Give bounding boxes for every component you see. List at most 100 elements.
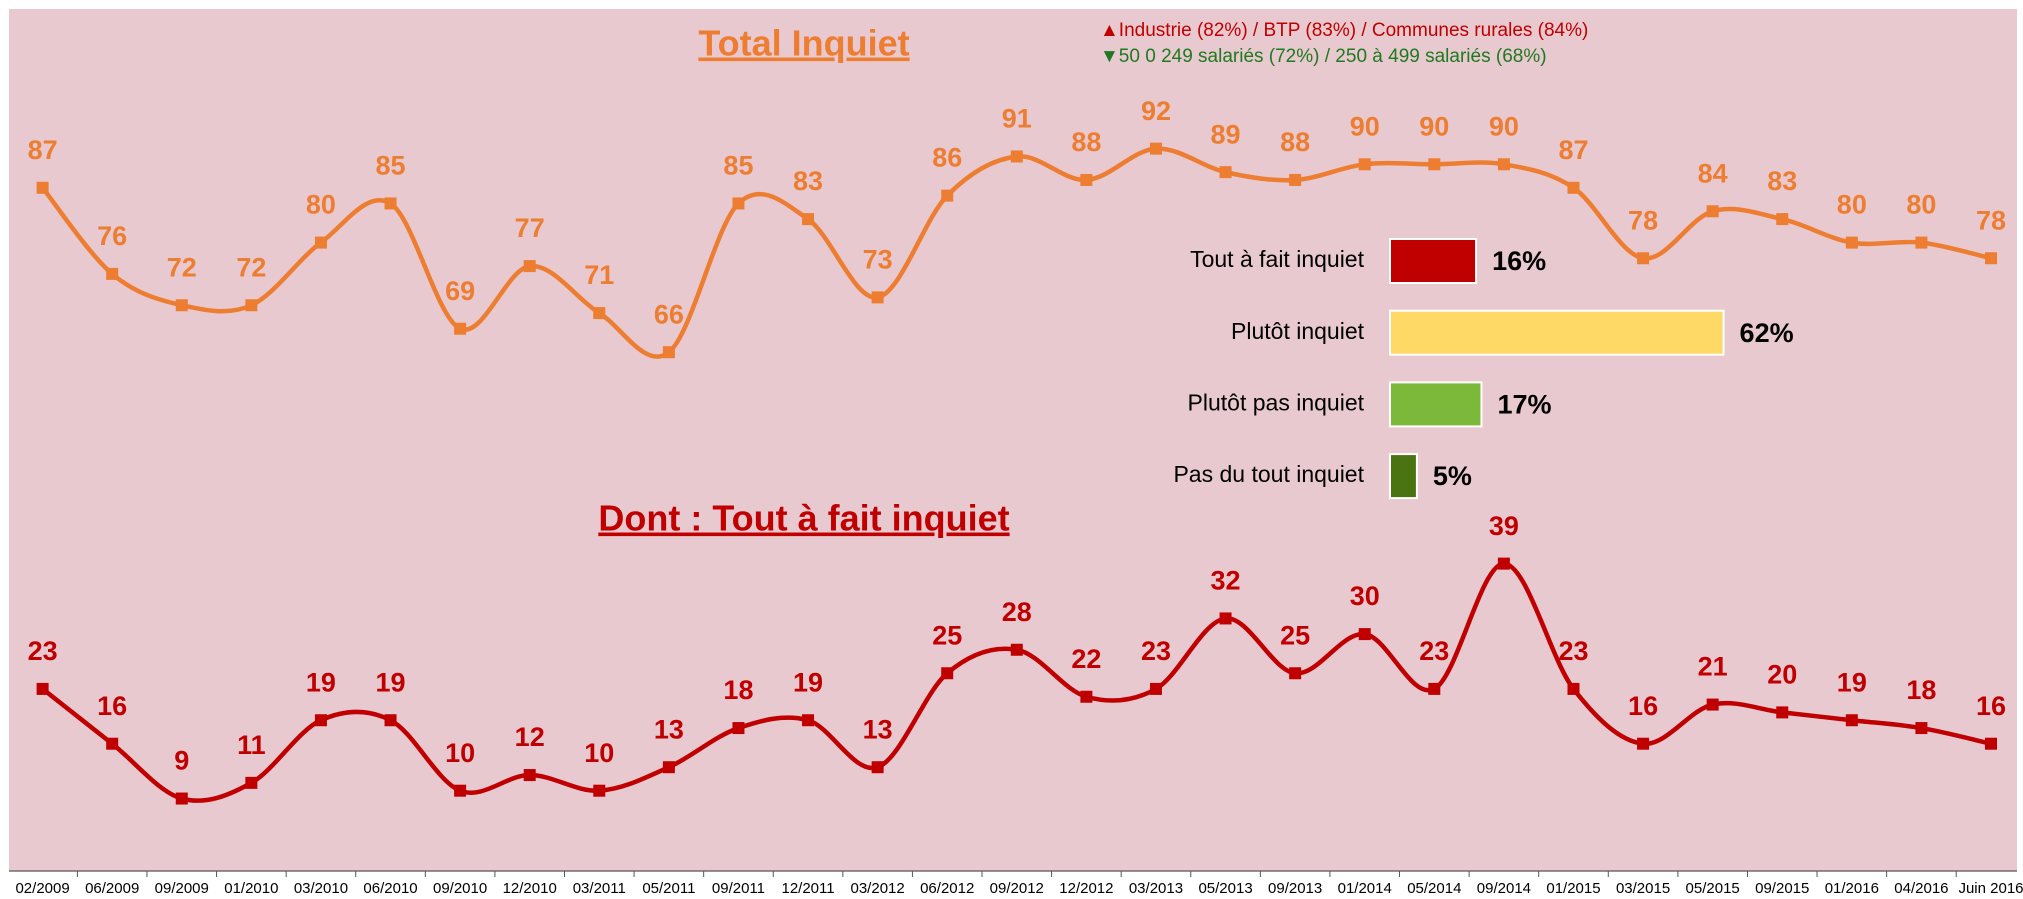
annotation: ▼50 0 249 salariés (72%) / 250 à 499 sal… [1100, 46, 1547, 67]
data-label: 22 [1071, 644, 1101, 674]
marker [732, 197, 745, 210]
x-tick-label: 01/2010 [224, 880, 278, 897]
marker [314, 236, 327, 249]
data-label: 23 [28, 636, 58, 666]
data-label: 66 [654, 299, 684, 329]
marker [1358, 628, 1371, 641]
marker [36, 181, 49, 194]
data-label: 88 [1280, 127, 1310, 157]
data-label: 90 [1489, 111, 1519, 141]
x-tick-label: 09/2009 [155, 880, 209, 897]
marker [1149, 142, 1162, 155]
data-label: 87 [28, 135, 58, 165]
x-tick-label: 03/2012 [851, 880, 905, 897]
marker [1497, 557, 1510, 570]
x-tick-label: 12/2010 [503, 880, 557, 897]
marker [175, 299, 188, 312]
marker [1080, 173, 1093, 186]
x-tick-label: 01/2016 [1825, 880, 1879, 897]
x-tick-label: 04/2016 [1894, 880, 1948, 897]
marker [1080, 690, 1093, 703]
x-tick-label: 09/2012 [990, 880, 1044, 897]
marker [1845, 236, 1858, 249]
data-label: 18 [723, 675, 753, 705]
data-label: 32 [1211, 566, 1241, 596]
marker [802, 714, 815, 727]
data-label: 69 [445, 276, 475, 306]
data-label: 25 [932, 620, 962, 650]
x-tick-label: 09/2013 [1268, 880, 1322, 897]
marker [1985, 737, 1997, 750]
bar [1389, 309, 1725, 356]
data-label: 77 [515, 213, 545, 243]
data-label: 5% [1433, 461, 1472, 491]
marker [1497, 158, 1510, 171]
data-label: 25 [1280, 620, 1310, 650]
marker [1289, 667, 1302, 680]
marker [245, 776, 258, 789]
x-tick-label: 03/2010 [294, 880, 348, 897]
marker [1149, 682, 1162, 695]
x-tick-label: 03/2015 [1616, 880, 1670, 897]
x-tick-label: 05/2015 [1686, 880, 1740, 897]
marker [941, 189, 954, 202]
data-label: 90 [1350, 111, 1380, 141]
marker [1706, 205, 1719, 218]
marker [662, 346, 675, 359]
x-tick-label: 01/2014 [1338, 880, 1392, 897]
marker [384, 714, 397, 727]
data-label: 88 [1071, 127, 1101, 157]
data-label: 71 [584, 260, 614, 290]
marker [1010, 643, 1023, 656]
panel-title: Dont : Tout à fait inquiet [598, 498, 1009, 539]
x-tick-label: 03/2013 [1129, 880, 1183, 897]
data-label: 85 [723, 151, 753, 181]
data-label: 9 [174, 746, 189, 776]
marker [1567, 181, 1580, 194]
marker [1010, 150, 1023, 163]
data-label: 19 [793, 667, 823, 697]
marker [175, 792, 188, 805]
marker [1706, 698, 1719, 711]
x-tick-label: 09/2011 [712, 880, 765, 897]
data-label: 16 [1976, 691, 2006, 721]
bar [1389, 238, 1478, 284]
panel-title: Total Inquiet [698, 23, 909, 64]
data-label: 83 [793, 166, 823, 196]
x-tick-label: 05/2013 [1198, 880, 1252, 897]
marker [1637, 252, 1650, 265]
marker [871, 761, 884, 774]
marker [1428, 682, 1441, 695]
marker [106, 267, 119, 280]
data-label: 23 [1419, 636, 1449, 666]
marker [1985, 252, 1997, 265]
data-label: 86 [932, 143, 962, 173]
bar [1389, 453, 1418, 500]
marker [1845, 714, 1858, 727]
marker [523, 769, 536, 782]
plot-background [9, 9, 2017, 871]
marker [1776, 213, 1789, 226]
marker [1567, 682, 1580, 695]
data-label: 80 [1837, 190, 1867, 220]
data-label: 39 [1489, 511, 1519, 541]
data-label: 20 [1767, 660, 1797, 690]
data-label: 19 [1837, 667, 1867, 697]
data-label: 13 [863, 714, 893, 744]
marker [593, 307, 606, 320]
data-label: 16 [1628, 691, 1658, 721]
marker [662, 761, 675, 774]
marker [732, 722, 745, 735]
marker [802, 213, 815, 226]
data-label: 21 [1698, 652, 1728, 682]
marker [1358, 158, 1371, 171]
x-tick-label: Juin 2016 [1958, 880, 2023, 897]
data-label: 18 [1906, 675, 1936, 705]
marker [106, 737, 119, 750]
data-label: 23 [1141, 636, 1171, 666]
marker [1776, 706, 1789, 719]
marker [1637, 737, 1650, 750]
data-label: 72 [236, 252, 266, 282]
